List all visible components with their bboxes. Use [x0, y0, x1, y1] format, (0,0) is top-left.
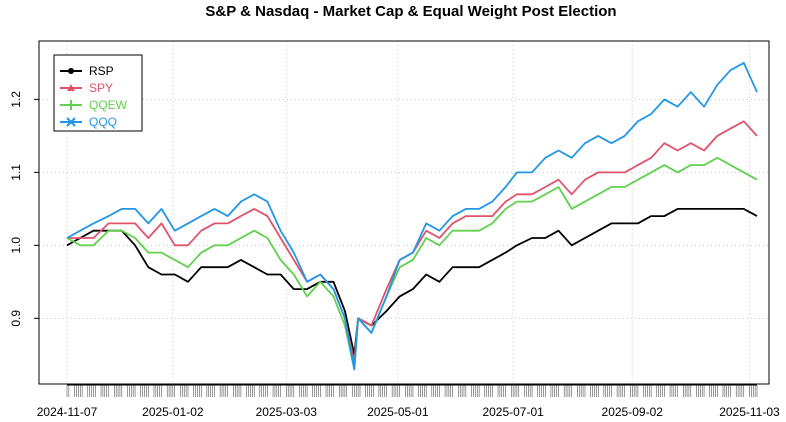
legend-item-rsp: RSP — [60, 64, 114, 78]
legend: RSP SPY QQEW QQQ — [53, 54, 143, 132]
x-tick-label: 2025-11-03 — [719, 405, 780, 419]
y-tick-label: 1.1 — [9, 164, 23, 181]
series-line-rsp — [66, 207, 758, 356]
legend-label: QQEW — [89, 98, 128, 112]
series-line-spy — [67, 120, 758, 364]
legend-marker-x — [66, 117, 76, 127]
chart-title: S&P & Nasdaq - Market Cap & Equal Weight… — [205, 3, 616, 20]
plot-frame — [38, 40, 770, 385]
legend-item-qqq: QQQ — [60, 115, 117, 129]
x-tick-label: 2025-09-02 — [602, 405, 664, 419]
x-tick-label: 2025-05-01 — [367, 405, 429, 419]
legend-marker-circle — [68, 68, 74, 74]
x-tick-label: 2025-01-02 — [142, 405, 204, 419]
y-tick-label: 0.9 — [9, 310, 23, 327]
x-minor-ticks — [66, 385, 758, 397]
axes: 0.9 1.0 1.1 1.2 2024-11-07 2025-01-02 2025-03-… — [9, 91, 780, 419]
legend-item-spy: SPY — [60, 81, 113, 95]
legend-label: QQQ — [89, 115, 117, 129]
grid — [39, 41, 769, 384]
legend-item-qqew: QQEW — [60, 98, 128, 112]
x-tick-label: 2025-07-01 — [482, 405, 544, 419]
y-tick-label: 1.2 — [9, 91, 23, 108]
x-tick-label: 2025-03-03 — [256, 405, 318, 419]
legend-label: SPY — [89, 81, 113, 95]
legend-label: RSP — [89, 64, 114, 78]
series-line-qqq — [66, 62, 758, 371]
x-tick-label: 2024-11-07 — [37, 405, 98, 419]
y-tick-label: 1.0 — [9, 237, 23, 254]
series-lines — [66, 62, 758, 371]
series-line-qqew — [66, 156, 758, 371]
legend-marker-triangle — [67, 84, 75, 91]
